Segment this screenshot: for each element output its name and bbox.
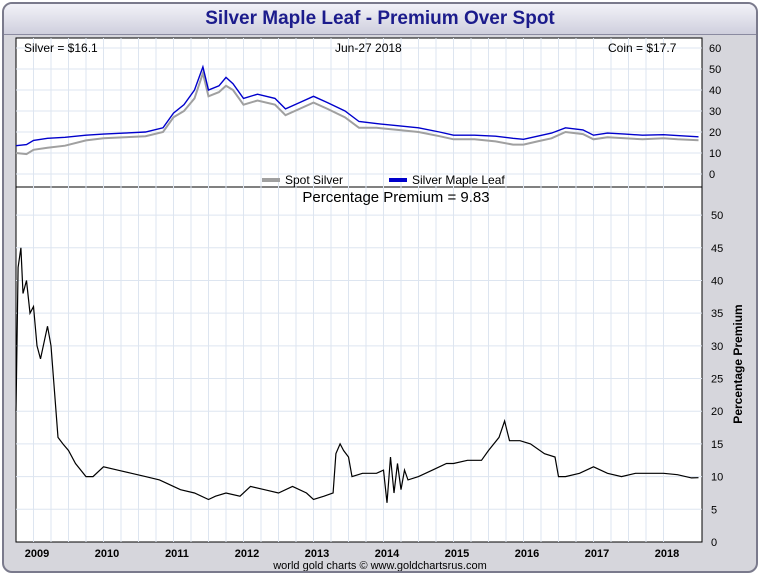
- x-tick-label: 2018: [655, 548, 679, 560]
- bottom-y-tick-label: 35: [711, 308, 723, 320]
- x-tick-label: 2014: [375, 548, 400, 560]
- x-tick-label: 2009: [25, 548, 49, 560]
- x-tick-label: 2015: [445, 548, 469, 560]
- x-tick-label: 2012: [235, 548, 259, 560]
- top-y-tick-label: 60: [709, 43, 721, 55]
- premium-line: [15, 247, 699, 503]
- top-y-tick-label: 50: [709, 64, 721, 76]
- top-y-tick-label: 10: [709, 148, 721, 160]
- footer-credit: world gold charts © www.goldchartsrus.co…: [272, 560, 487, 571]
- bottom-y-tick-label: 20: [711, 406, 723, 418]
- bottom-y-tick-label: 40: [711, 275, 723, 287]
- top-panel: [15, 37, 703, 188]
- legend-label-spot: Spot Silver: [285, 173, 343, 187]
- chart-title: Silver Maple Leaf - Premium Over Spot: [4, 4, 756, 35]
- bottom-y-tick-label: 30: [711, 341, 723, 353]
- bottom-y-tick-label: 5: [711, 504, 717, 516]
- bottom-y-tick-label: 0: [711, 537, 717, 549]
- silver-price-label: Silver = $16.1: [24, 41, 98, 55]
- bottom-y-tick-label: 15: [711, 439, 723, 451]
- bottom-panel: [15, 186, 703, 543]
- top-y-tick-label: 20: [709, 127, 721, 139]
- chart-canvas: 0 10 20 30 40 50 60 0 5 10 15 20 25 30 35 40 45 50 2009 201…: [15, 37, 745, 571]
- x-tick-label: 2016: [515, 548, 539, 560]
- top-y-tick-label: 0: [709, 169, 715, 181]
- bottom-y-tick-label: 50: [711, 210, 723, 222]
- maple-leaf-line: [15, 64, 699, 147]
- date-label: Jun-27 2018: [335, 41, 402, 55]
- coin-price-label: Coin = $17.7: [608, 41, 677, 55]
- top-y-tick-label: 40: [709, 85, 721, 97]
- spot-silver-line: [15, 69, 699, 156]
- bottom-y-tick-label: 10: [711, 472, 723, 484]
- premium-title: Percentage Premium = 9.83: [302, 189, 489, 206]
- x-tick-label: 2017: [585, 548, 609, 560]
- bottom-y-tick-label: 45: [711, 243, 723, 255]
- bottom-y-tick-label: 25: [711, 374, 723, 386]
- x-tick-label: 2011: [165, 548, 189, 560]
- x-tick-label: 2010: [95, 548, 119, 560]
- y-axis-label: Percentage Premium: [731, 304, 745, 423]
- x-tick-label: 2013: [305, 548, 329, 560]
- legend-label-coin: Silver Maple Leaf: [412, 173, 505, 187]
- top-y-tick-label: 30: [709, 106, 721, 118]
